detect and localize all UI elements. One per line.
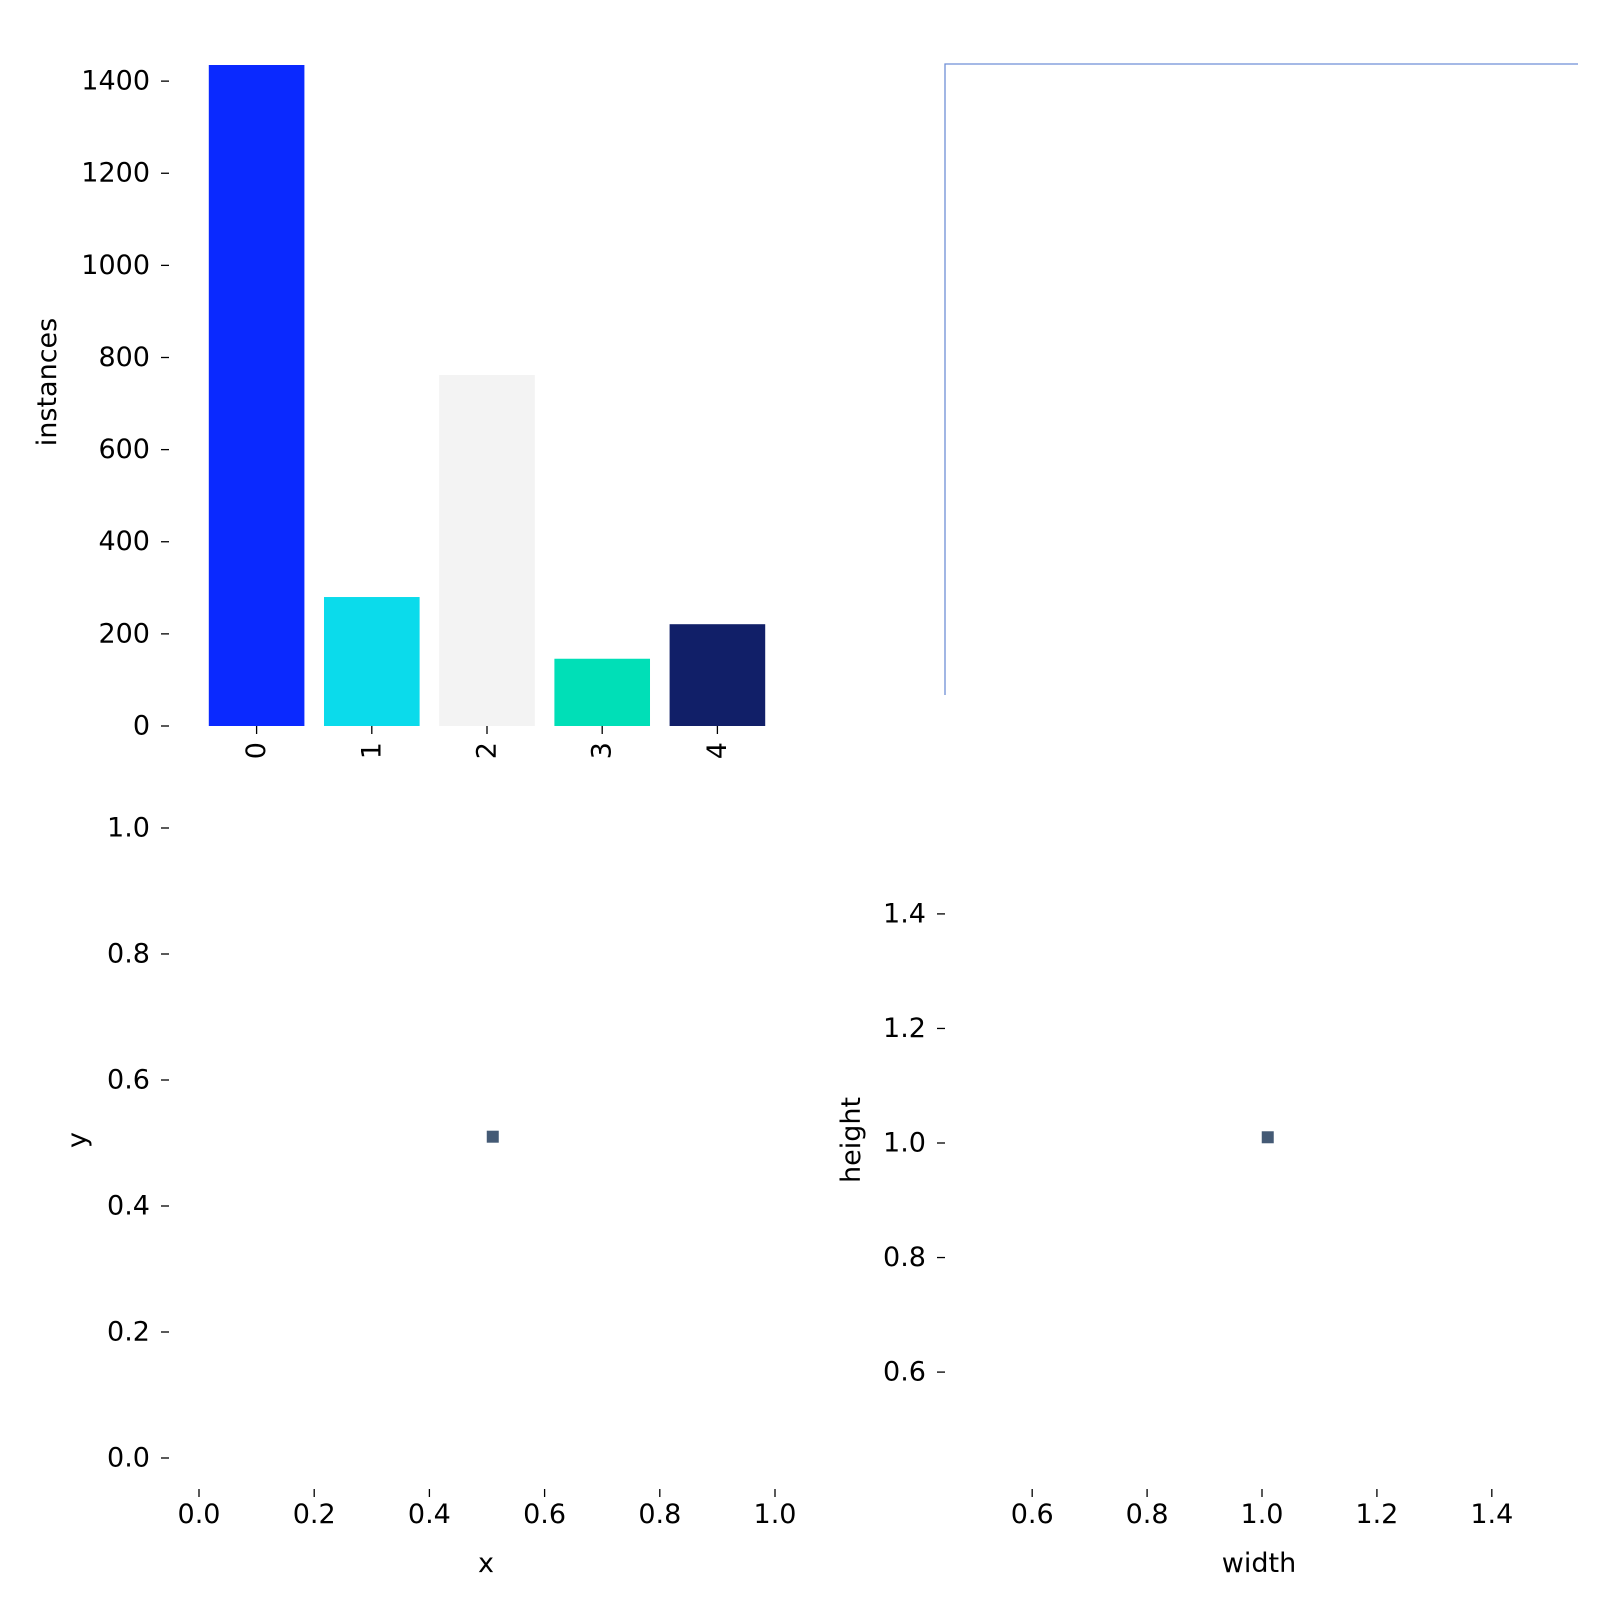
xy-ytick-label-1.0: 1.0 (107, 813, 150, 844)
xy-scatter-chart: x y 0.0 0.2 0.4 0.6 0.8 1.0 0.0 0.2 0.4 0.6 0.8 1.0 (62, 813, 796, 1580)
bar-xtick-label-3: 3 (587, 742, 618, 759)
xy-ytick-label-0.6: 0.6 (107, 1065, 150, 1096)
bar-0 (208, 65, 305, 726)
wh-ytick-label-1.4: 1.4 (883, 898, 926, 929)
bar-4 (669, 624, 766, 726)
xy-xtick-label-0.0: 0.0 (178, 1499, 221, 1530)
xy-xtick-label-0.4: 0.4 (408, 1499, 451, 1530)
bar-xtick-label-4: 4 (702, 742, 733, 759)
wh-xtick-label-1.4: 1.4 (1470, 1499, 1513, 1530)
bar-ytick-label-600: 600 (98, 434, 150, 465)
correlation-line-panel (944, 63, 1578, 695)
xy-ylabel: y (62, 1132, 93, 1148)
bar-ytick-label-1000: 1000 (81, 250, 150, 281)
wh-ytick-label-1.2: 1.2 (883, 1013, 926, 1044)
wh-ylabel: height (836, 1097, 867, 1183)
bar-xtick-label-0: 0 (241, 742, 272, 759)
xy-xtick-label-1.0: 1.0 (754, 1499, 797, 1530)
wh-ytick-label-1.0: 1.0 (883, 1128, 926, 1159)
wh-xtick-label-0.8: 0.8 (1126, 1499, 1169, 1530)
bar-ytick-label-800: 800 (98, 342, 150, 373)
bar-xtick-label-2: 2 (472, 742, 503, 759)
xy-xlabel: x (478, 1548, 494, 1579)
wh-xtick-label-0.6: 0.6 (1011, 1499, 1054, 1530)
series-line (944, 63, 1578, 695)
xy-xtick-label-0.8: 0.8 (638, 1499, 681, 1530)
wh-ytick-label-0.6: 0.6 (883, 1357, 926, 1388)
wh-ytick-label-0.8: 0.8 (883, 1242, 926, 1273)
bar-1 (323, 597, 420, 726)
xy-ytick-label-0.4: 0.4 (107, 1191, 150, 1222)
bar-ytick-label-0: 0 (133, 711, 150, 742)
wh-xlabel: width (1222, 1548, 1296, 1579)
bar-xtick-label-1: 1 (356, 742, 387, 759)
xy-xtick-label-0.2: 0.2 (293, 1499, 336, 1530)
instances-bar-chart: instances 0 1 2 3 4 0 200 400 600 800 1000 1200 1400 (32, 65, 766, 759)
xy-ytick-label-0.8: 0.8 (107, 939, 150, 970)
wh-point-0 (1261, 1131, 1274, 1144)
xy-point-0 (486, 1130, 499, 1143)
bar-3 (554, 658, 651, 726)
bar-ylabel: instances (32, 318, 63, 446)
xy-ytick-label-0.0: 0.0 (107, 1443, 150, 1474)
bar-2 (439, 375, 535, 726)
bar-ytick-label-200: 200 (98, 618, 150, 649)
bar-ytick-label-400: 400 (98, 526, 150, 557)
xy-xtick-label-0.6: 0.6 (523, 1499, 566, 1530)
width-height-scatter-chart: width height 0.6 0.8 1.0 1.2 1.4 0.6 0.8 1.0 1.2… (836, 898, 1513, 1579)
bar-ytick-label-1200: 1200 (81, 158, 150, 189)
wh-xtick-label-1.2: 1.2 (1355, 1499, 1398, 1530)
bar-ytick-label-1400: 1400 (81, 66, 150, 97)
wh-xtick-label-1.0: 1.0 (1241, 1499, 1284, 1530)
xy-ytick-label-0.2: 0.2 (107, 1317, 150, 1348)
